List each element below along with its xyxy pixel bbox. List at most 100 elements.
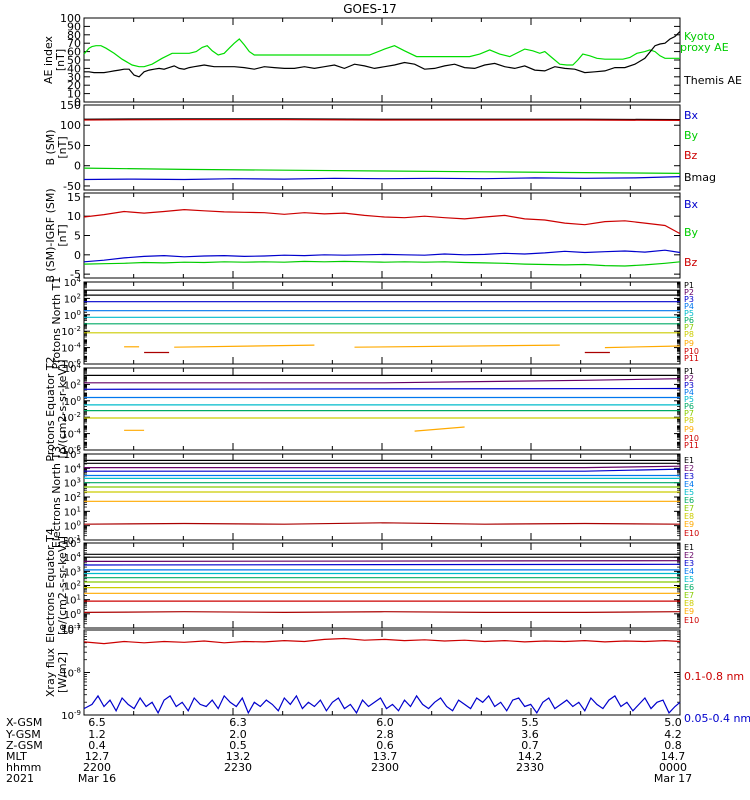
panel-frame [83, 542, 681, 629]
panel-frame [83, 104, 681, 191]
series-line [83, 611, 681, 614]
series-line [83, 176, 681, 181]
legend-entry: Bmag [684, 171, 716, 184]
legend-entry: P3 [684, 381, 694, 390]
legend-entry: E1 [684, 456, 694, 465]
legend-entry: P4 [684, 388, 694, 397]
bottom-axis-label: Z-GSM [6, 739, 43, 752]
legend-entry: E2 [684, 464, 694, 473]
series-line [84, 378, 681, 384]
y-tick-label: 30 [67, 71, 81, 84]
y-tick-label: 10-1 [61, 534, 81, 547]
legend-entry: E5 [684, 488, 694, 497]
legend-entry: P5 [684, 395, 694, 404]
legend-entry: P1 [684, 281, 694, 290]
plot-title: GOES-17 [343, 2, 397, 16]
legend-entry: E6 [684, 583, 694, 592]
bottom-axis-value: 2330 [516, 761, 544, 774]
bottom-axis-value: 1.2 [88, 728, 106, 741]
y-tick-label: 10-8 [61, 667, 81, 680]
y-tick-label: -50 [63, 180, 81, 193]
y-axis-label: Electrons North T3 [50, 446, 63, 548]
y-tick-label: 10-2 [61, 411, 81, 424]
y-tick-label: 90 [67, 20, 81, 33]
legend-entry: P11 [684, 354, 699, 363]
series-line [354, 344, 560, 348]
y-tick-label: -5 [70, 268, 81, 281]
y-tick-label: 10 [67, 88, 81, 101]
series-line [84, 468, 681, 472]
legend-entry: P3 [684, 295, 694, 304]
bottom-axis-value: 13.2 [226, 750, 251, 763]
bottom-axis-value: 6.3 [229, 716, 247, 729]
y-tick-label: 104 [64, 551, 82, 564]
y-tick-label: 10-6 [61, 444, 81, 457]
y-tick-label: 50 [67, 139, 81, 152]
legend-entry: P6 [684, 316, 694, 325]
y-tick-label: 10-6 [61, 358, 81, 371]
y-tick-label: 100 [64, 608, 81, 621]
legend-entry: 0.05-0.4 nm [684, 712, 750, 725]
y-tick-label: 100 [60, 12, 81, 25]
legend-entry: E7 [684, 591, 694, 600]
legend-entry: P4 [684, 302, 694, 311]
y-tick-label: 20 [67, 79, 81, 92]
legend-entry: Bx [684, 109, 699, 122]
bottom-axis-value: 13.7 [373, 750, 398, 763]
y-tick-label: 150 [60, 99, 81, 112]
series-line [84, 30, 681, 78]
legend-entry: E2 [684, 551, 694, 560]
y-tick-label: 101 [64, 594, 81, 607]
legend-entry: E6 [684, 496, 694, 505]
legend-entry: P7 [684, 323, 694, 332]
legend-entry: E9 [684, 607, 694, 616]
y-axis-label: Protons Equator T2[p/(cm2-s-sr-keV)] [44, 356, 69, 461]
legend-entry: E10 [684, 616, 699, 625]
y-tick-label: 101 [64, 505, 81, 518]
y-tick-label: 105 [64, 537, 81, 550]
series-line [83, 522, 681, 525]
legend-entry: 0.1-0.8 nm [684, 670, 744, 683]
legend-entry: E8 [684, 512, 694, 521]
y-tick-label: 104 [64, 362, 82, 375]
y-tick-label: 50 [67, 54, 81, 67]
legend-entry: E4 [684, 480, 694, 489]
legend-entry: E9 [684, 520, 694, 529]
y-axis-label: Electrons Equator T4[e/(cm2-s-sr-keV)] [44, 528, 69, 643]
bottom-axis-value: 2200 [83, 761, 111, 774]
y-tick-label: 100 [64, 520, 81, 533]
y-axis-label: Xray flux[W/m2] [44, 647, 69, 697]
bottom-axis-value: 5.0 [664, 716, 682, 729]
legend-entry: E4 [684, 567, 694, 576]
legend-entry: P11 [684, 441, 699, 450]
legend-entry: P2 [684, 374, 694, 383]
y-tick-label: 10-4 [61, 428, 81, 441]
series-line [83, 118, 681, 121]
legend-entry: Bz [684, 256, 698, 269]
legend-entry: P5 [684, 309, 694, 318]
legend-entry: P9 [684, 425, 694, 434]
y-tick-label: 5 [74, 230, 81, 243]
bottom-axis-value: 14.2 [518, 750, 543, 763]
bottom-axis-value: 2.0 [229, 728, 247, 741]
y-tick-label: 103 [64, 477, 81, 490]
bottom-axis-value: 0.8 [664, 739, 682, 752]
legend-entry: P7 [684, 409, 694, 418]
series-line [83, 208, 681, 235]
bottom-axis-label: X-GSM [6, 716, 42, 729]
legend-entry: E7 [684, 504, 694, 513]
legend-entry: P9 [684, 339, 694, 348]
series-line [83, 560, 681, 562]
series-line [604, 345, 681, 349]
legend-entry: P10 [684, 434, 699, 443]
legend-entry: By [684, 226, 699, 239]
legend-entry: E10 [684, 529, 699, 538]
legend-entry: Bx [684, 198, 699, 211]
bottom-axis-value: Mar 16 [78, 772, 116, 785]
y-tick-label: 10 [67, 210, 81, 223]
y-tick-label: 60 [67, 46, 81, 59]
legend-entry: E5 [684, 575, 694, 584]
bottom-axis-value: 5.5 [521, 716, 539, 729]
y-tick-label: 0 [74, 249, 81, 262]
series-line [174, 344, 315, 348]
